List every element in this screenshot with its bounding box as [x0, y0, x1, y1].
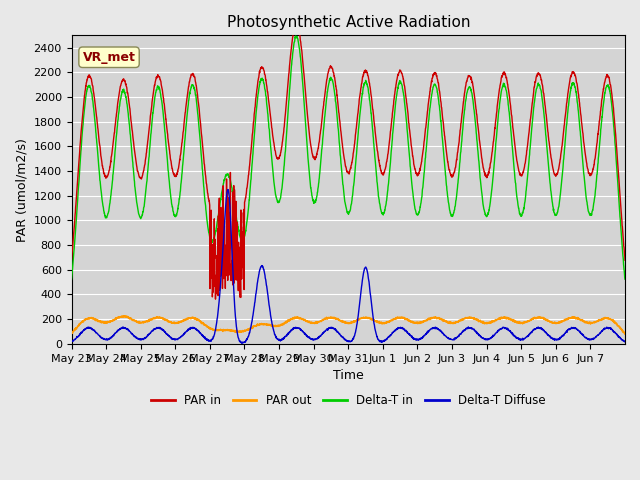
Y-axis label: PAR (umol/m2/s): PAR (umol/m2/s)	[15, 138, 28, 241]
Title: Photosynthetic Active Radiation: Photosynthetic Active Radiation	[227, 15, 470, 30]
Text: VR_met: VR_met	[83, 51, 136, 64]
X-axis label: Time: Time	[333, 369, 364, 382]
Legend: PAR in, PAR out, Delta-T in, Delta-T Diffuse: PAR in, PAR out, Delta-T in, Delta-T Dif…	[146, 389, 550, 412]
